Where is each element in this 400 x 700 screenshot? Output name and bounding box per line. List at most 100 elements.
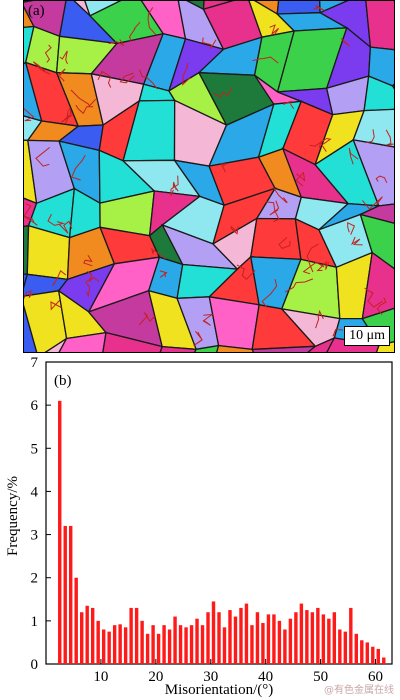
grain [44, 337, 68, 352]
low-angle-boundary [170, 175, 179, 196]
low-angle-boundary [272, 187, 288, 204]
histogram-bar [354, 633, 359, 664]
grain [391, 84, 394, 90]
low-angle-boundary [70, 89, 97, 107]
low-angle-boundary [128, 21, 141, 42]
histogram-bar [162, 625, 166, 664]
histogram-bar [156, 633, 161, 664]
histogram-bar [134, 607, 139, 664]
low-angle-boundary [309, 140, 327, 152]
grain [352, 108, 394, 148]
histogram-bar [123, 627, 128, 664]
histogram-bar [239, 607, 243, 664]
grain [159, 345, 198, 352]
low-angle-boundary [159, 270, 168, 278]
low-angle-boundary [269, 24, 280, 36]
histogram-bar [360, 640, 364, 664]
low-angle-boundary [220, 163, 227, 173]
panel-label-a: (a) [28, 3, 45, 19]
watermark-text: @有色金属在线 [324, 685, 394, 696]
low-angle-boundary [306, 243, 319, 273]
histogram-bar [327, 618, 331, 664]
grain [352, 139, 394, 207]
low-angle-boundary [347, 221, 356, 235]
histogram-bar [371, 646, 375, 664]
low-angle-boundary [376, 297, 387, 315]
histogram-bar [200, 625, 205, 664]
low-angle-boundary [316, 260, 330, 272]
histogram-bar [96, 620, 100, 664]
histogram-bar [206, 612, 210, 664]
histogram-bar [63, 525, 67, 664]
low-angle-boundary [295, 171, 306, 187]
y-axis-ticks: 0 1 2 3 4 5 6 7 [31, 356, 51, 673]
low-angle-boundary [315, 309, 324, 329]
y-tick-label: 1 [31, 614, 39, 630]
histogram-bar [189, 625, 194, 664]
low-angle-boundary [332, 328, 343, 337]
low-angle-boundary [362, 196, 383, 210]
histogram-bar [261, 623, 265, 664]
x-tick-label: 30 [203, 669, 218, 685]
histogram-bar [343, 631, 348, 664]
low-angle-boundary [278, 237, 291, 249]
low-angle-boundary [97, 70, 112, 88]
grain [307, 336, 336, 352]
x-axis-label: Misorientation/(°) [165, 682, 273, 698]
grain [102, 331, 164, 352]
grain [251, 345, 318, 352]
low-angle-boundary [86, 270, 100, 283]
low-angle-boundary [32, 61, 51, 75]
histogram-bar [167, 629, 172, 664]
histogram-bar [178, 625, 183, 664]
low-angle-boundary [59, 220, 73, 234]
low-angle-boundary [61, 110, 72, 124]
histogram-bar [365, 642, 369, 664]
histogram-bar [338, 629, 342, 664]
low-angle-boundary [202, 37, 217, 49]
histogram-bar [129, 607, 133, 664]
low-angle-boundary [340, 38, 351, 47]
histogram-bar [228, 610, 232, 664]
histogram-bar [74, 577, 78, 664]
low-angle-boundary [282, 100, 295, 110]
histogram-bar [151, 625, 155, 664]
low-angle-boundary [24, 108, 35, 122]
histogram-bar [118, 624, 122, 664]
low-angle-boundary [138, 312, 156, 326]
y-tick-label: 5 [31, 441, 39, 457]
histogram-bar [305, 610, 309, 664]
y-tick-label: 6 [31, 398, 39, 414]
x-tick-label: 40 [258, 669, 273, 685]
grain [216, 344, 255, 352]
grain [194, 344, 220, 352]
histogram-bar [90, 607, 95, 664]
low-angle-boundary [318, 137, 332, 149]
low-angle-boundary [230, 225, 239, 235]
histogram-bar [299, 603, 304, 664]
histogram-bar [294, 612, 298, 664]
low-angle-boundary [84, 277, 93, 298]
histogram-bar [283, 629, 287, 664]
grain [250, 217, 302, 261]
histogram-bar [140, 620, 144, 664]
histogram-bar [244, 603, 249, 664]
low-angle-boundary [51, 270, 67, 286]
low-angle-boundary [366, 129, 375, 144]
low-angle-boundary [284, 278, 314, 293]
low-angle-boundary [213, 87, 233, 98]
scale-bar-label: 10 μm [344, 326, 390, 346]
x-tick-label: 10 [93, 669, 108, 685]
low-angle-boundary [193, 330, 203, 347]
histogram-bar [85, 605, 89, 664]
ebsd-orientation-map: (a) 10 μm [23, 0, 395, 353]
low-angle-boundary [202, 313, 214, 326]
low-angle-boundary [313, 4, 325, 11]
low-angle-boundary [348, 147, 359, 165]
y-axis-label: Frequency/% [5, 476, 21, 556]
low-angle-boundary [50, 300, 62, 311]
histogram-bar [222, 627, 227, 664]
low-angle-boundary [151, 247, 166, 260]
low-angle-boundary [35, 147, 51, 167]
low-angle-boundary [119, 72, 135, 84]
